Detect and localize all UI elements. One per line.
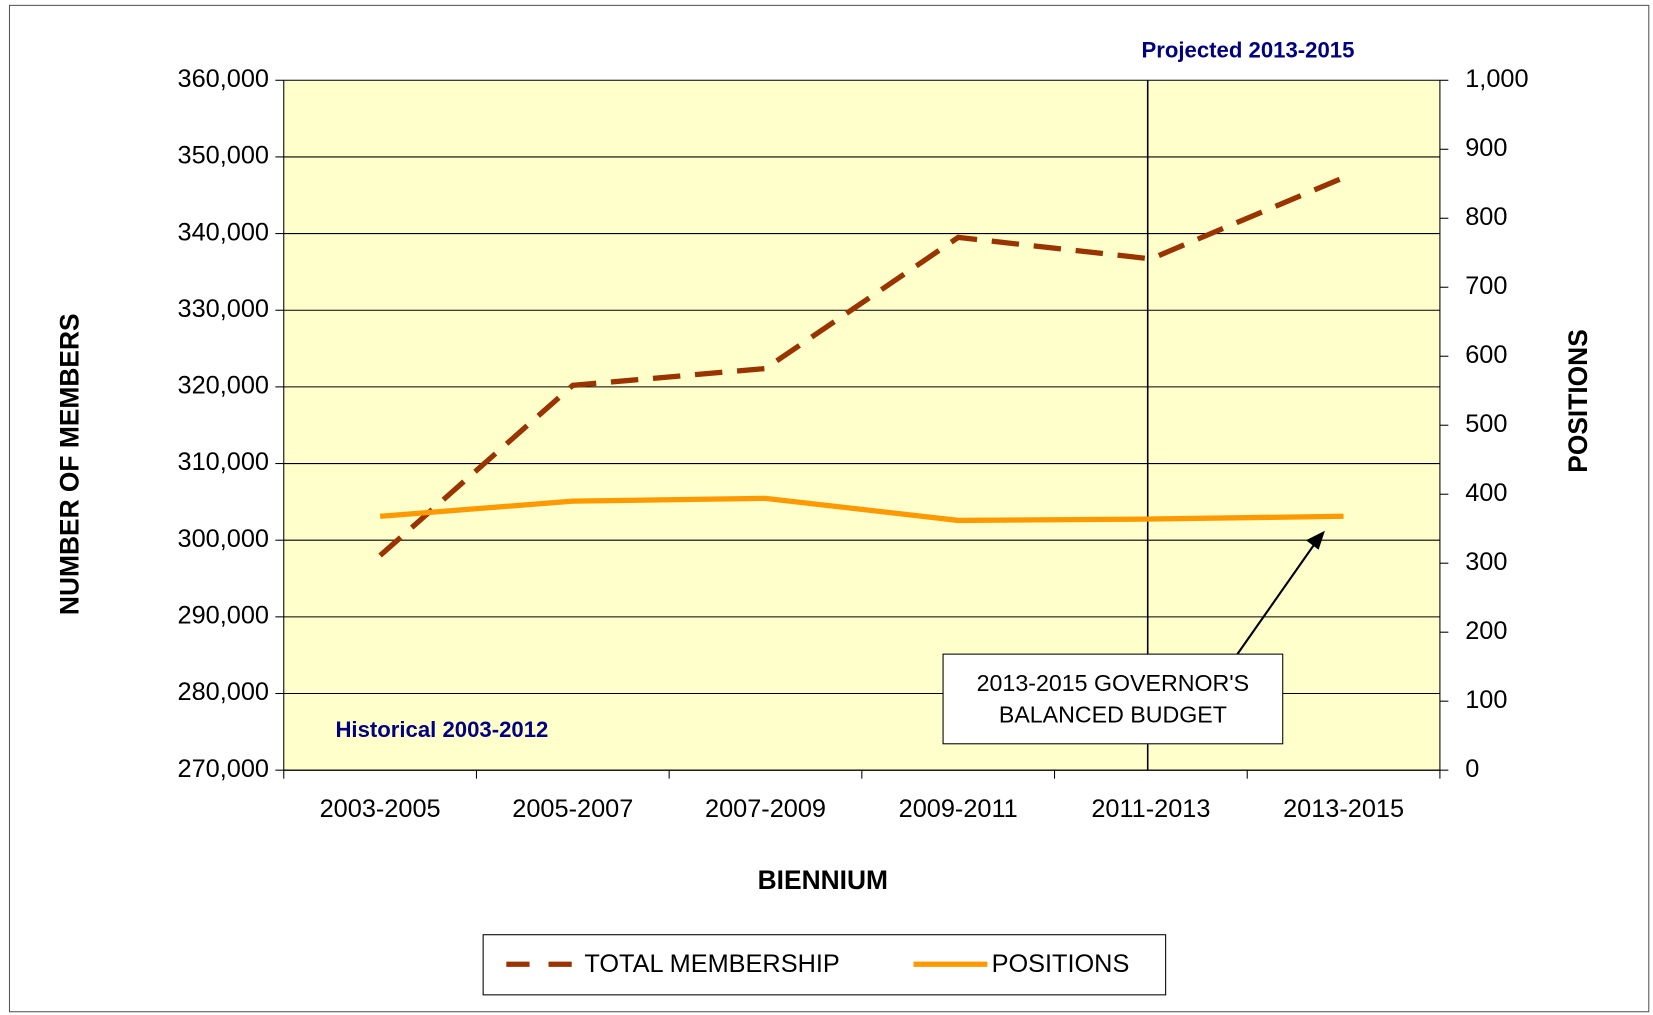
annotation-box	[942, 653, 1284, 745]
x-axis-title: BIENNIUM	[758, 865, 888, 895]
y2-tick-label: 0	[1465, 755, 1479, 783]
x-tick-label: 2003-2005	[320, 795, 441, 823]
annotation-text: BALANCED BUDGET	[999, 701, 1227, 727]
y2-tick-label: 900	[1465, 134, 1507, 162]
legend-label: POSITIONS	[992, 950, 1130, 978]
y-tick-label: 280,000	[178, 678, 269, 706]
y-tick-label: 320,000	[178, 372, 269, 400]
legend-box	[482, 934, 1167, 996]
legend-label: TOTAL MEMBERSHIP	[584, 950, 839, 978]
y-tick-label: 330,000	[178, 295, 269, 323]
historical-note: Historical 2003-2012	[335, 717, 548, 742]
y2-tick-label: 1,000	[1465, 65, 1528, 93]
x-tick-label: 2007-2009	[705, 795, 826, 823]
y2-tick-label: 200	[1465, 617, 1507, 645]
projected-note: Projected 2013-2015	[1141, 38, 1354, 63]
y2-tick-label: 700	[1465, 272, 1507, 300]
y2-tick-label: 600	[1465, 341, 1507, 369]
x-tick-label: 2009-2011	[899, 795, 1018, 823]
series-line	[378, 175, 1345, 558]
y-tick-label: 360,000	[178, 65, 269, 93]
y-tick-label: 300,000	[178, 525, 269, 553]
x-tick-label: 2011-2013	[1091, 795, 1210, 823]
y2-tick-label: 500	[1465, 410, 1507, 438]
y-tick-label: 350,000	[178, 142, 269, 170]
annotation-arrow	[1236, 540, 1318, 655]
x-tick-label: 2013-2015	[1283, 795, 1404, 823]
y-tick-label: 310,000	[178, 448, 269, 476]
y-tick-label: 340,000	[178, 218, 269, 246]
y2-axis-title: POSITIONS	[1563, 329, 1593, 473]
y2-tick-label: 100	[1465, 686, 1507, 714]
series-line	[379, 495, 1344, 524]
y-tick-label: 270,000	[178, 755, 269, 783]
y-axis-title: NUMBER OF MEMBERS	[55, 313, 85, 615]
y2-tick-label: 400	[1465, 479, 1507, 507]
y-tick-label: 290,000	[178, 602, 269, 630]
y2-tick-label: 800	[1465, 203, 1507, 231]
annotation-text: 2013-2015 GOVERNOR'S	[977, 670, 1250, 696]
x-tick-label: 2005-2007	[512, 795, 633, 823]
y2-tick-label: 300	[1465, 548, 1507, 576]
